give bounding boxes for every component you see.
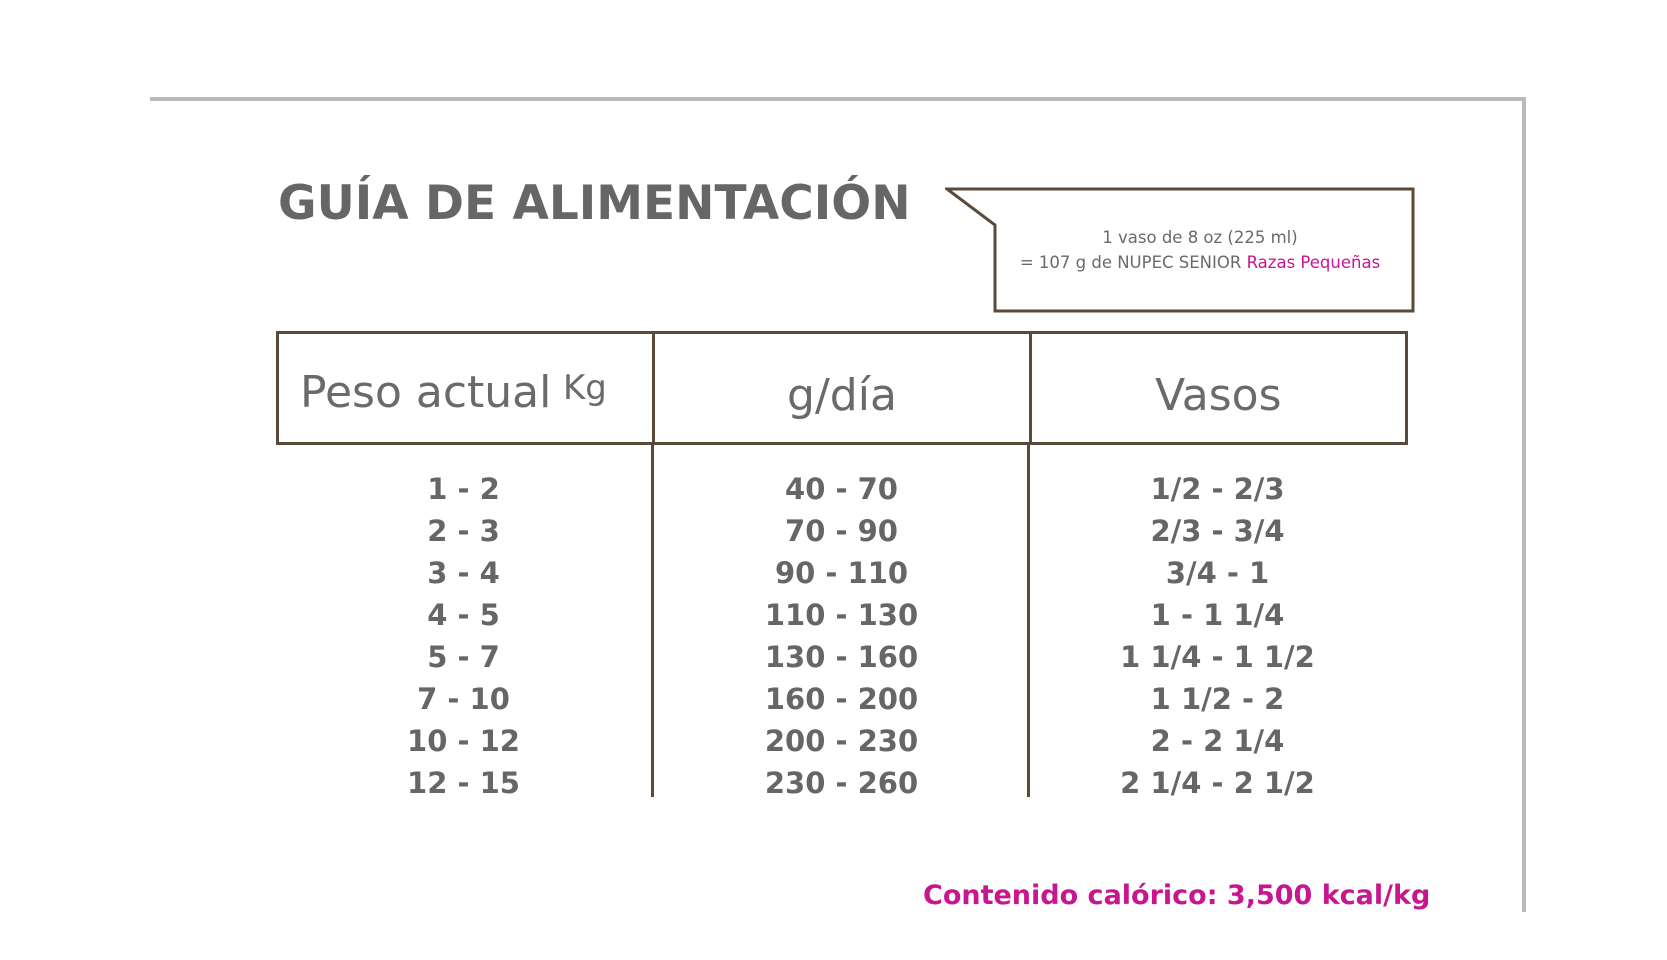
column-peso: 1 - 2 2 - 3 3 - 4 4 - 5 5 - 7 7 - 10 10 … <box>276 468 651 804</box>
cell-peso: 3 - 4 <box>427 556 500 590</box>
cell-peso: 1 - 2 <box>427 472 500 506</box>
cell-gdia: 40 - 70 <box>785 472 898 506</box>
cell-vasos: 1 - 1 1/4 <box>1150 598 1285 632</box>
callout-line2-highlight: Razas Pequeñas <box>1246 253 1381 272</box>
callout-line2: = 107 g de NUPEC SENIOR Razas Pequeñas <box>995 250 1405 275</box>
header-peso: Peso actual Kg <box>279 334 652 442</box>
callout-text: 1 vaso de 8 oz (225 ml) = 107 g de NUPEC… <box>995 225 1405 275</box>
cell-vasos: 2 1/4 - 2 1/2 <box>1120 766 1315 800</box>
header-peso-label: Peso actual <box>300 367 552 418</box>
cell-vasos: 1 1/4 - 1 1/2 <box>1120 640 1315 674</box>
serving-callout: 1 vaso de 8 oz (225 ml) = 107 g de NUPEC… <box>945 187 1415 313</box>
header-vasos: Vasos <box>1028 334 1405 442</box>
cell-gdia: 90 - 110 <box>774 556 909 590</box>
cell-vasos: 3/4 - 1 <box>1165 556 1270 590</box>
header-gdia: g/día <box>652 334 1028 442</box>
cell-gdia: 160 - 200 <box>764 682 919 716</box>
cell-peso: 7 - 10 <box>417 682 510 716</box>
header-gdia-label: g/día <box>787 370 897 421</box>
column-divider-1 <box>651 445 654 797</box>
cell-peso: 4 - 5 <box>427 598 500 632</box>
column-vasos: 1/2 - 2/3 2/3 - 3/4 3/4 - 1 1 - 1 1/4 1 … <box>1030 468 1405 804</box>
cell-gdia: 70 - 90 <box>785 514 898 548</box>
cell-vasos: 2 - 2 1/4 <box>1150 724 1285 758</box>
cell-gdia: 110 - 130 <box>764 598 919 632</box>
header-vasos-label: Vasos <box>1155 370 1282 421</box>
column-gdia: 40 - 70 70 - 90 90 - 110 110 - 130 130 -… <box>654 468 1029 804</box>
cell-gdia: 130 - 160 <box>764 640 919 674</box>
cell-peso: 10 - 12 <box>407 724 520 758</box>
callout-line1: 1 vaso de 8 oz (225 ml) <box>1102 228 1298 247</box>
caloric-content: Contenido calórico: 3,500 kcal/kg <box>923 880 1431 911</box>
cell-peso: 5 - 7 <box>427 640 500 674</box>
table-header: Peso actual Kg g/día Vasos <box>276 331 1408 445</box>
page-title: GUÍA DE ALIMENTACIÓN <box>278 176 911 231</box>
cell-vasos: 1 1/2 - 2 <box>1150 682 1285 716</box>
cell-peso: 12 - 15 <box>407 766 520 800</box>
column-divider-2 <box>1027 445 1030 797</box>
header-peso-unit: Kg <box>563 368 607 408</box>
cell-vasos: 1/2 - 2/3 <box>1150 472 1285 506</box>
frame-right-line <box>1522 97 1526 912</box>
cell-gdia: 230 - 260 <box>764 766 919 800</box>
cell-vasos: 2/3 - 3/4 <box>1150 514 1285 548</box>
cell-peso: 2 - 3 <box>427 514 500 548</box>
cell-gdia: 200 - 230 <box>764 724 919 758</box>
callout-border <box>945 187 1415 313</box>
frame-top-line <box>150 97 1526 101</box>
callout-line2-prefix: = 107 g de NUPEC SENIOR <box>1019 253 1247 272</box>
